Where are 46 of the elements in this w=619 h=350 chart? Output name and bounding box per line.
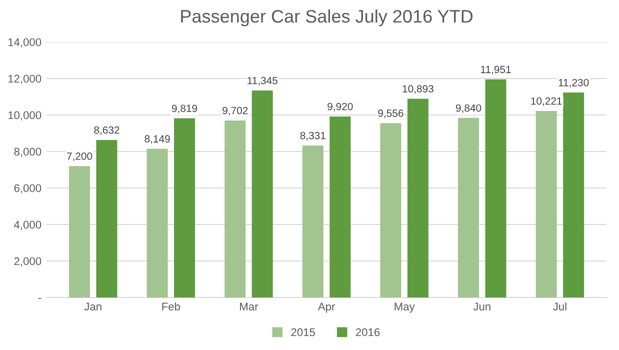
y-tick-label: 8,000 (14, 148, 42, 157)
y-tick-label: - (38, 298, 42, 300)
data-label: 8,331 (300, 132, 326, 140)
bar (68, 166, 90, 298)
data-label: 11,345 (248, 76, 278, 86)
bar (485, 79, 506, 298)
data-label: 8,149 (144, 135, 170, 144)
data-label: 10,893 (402, 85, 434, 94)
bar (252, 90, 273, 298)
legend-label: 2016 (356, 328, 380, 336)
data-label: 10,221 (531, 97, 562, 106)
bar (224, 120, 246, 298)
x-tick-label: May (394, 302, 415, 313)
bar (458, 118, 480, 298)
x-tick-label: Mar (240, 302, 258, 311)
bar (407, 98, 428, 298)
x-tick-label: Apr (318, 302, 335, 313)
x-tick-label: Jun (473, 302, 490, 311)
legend-label: 2015 (291, 328, 315, 336)
y-tick-label: 14,000 (8, 38, 42, 48)
data-label: 9,840 (456, 104, 482, 113)
bar (563, 92, 584, 298)
y-tick-label: 2,000 (14, 257, 42, 266)
data-label: 9,819 (172, 104, 198, 114)
bar (380, 123, 402, 298)
data-label: 7,200 (66, 152, 92, 162)
x-tick-label: Jan (84, 302, 102, 311)
y-tick-label: 10,000 (8, 111, 42, 120)
bar (330, 116, 351, 298)
data-label: 8,632 (94, 126, 120, 135)
bar (174, 118, 196, 298)
bar (96, 140, 118, 298)
chart-title: Passenger Car Sales July 2016 YTD (181, 9, 473, 26)
bar (536, 110, 557, 298)
y-tick-label: 12,000 (8, 74, 42, 84)
y-tick-label: 4,000 (14, 220, 42, 230)
data-label: 9,702 (222, 106, 248, 116)
data-label: 9,556 (378, 110, 404, 118)
data-label: 11,951 (481, 66, 511, 74)
bar (146, 148, 168, 298)
x-tick-label: Feb (162, 302, 180, 311)
data-label: 9,920 (328, 102, 353, 112)
data-label: 11,230 (558, 78, 589, 88)
x-tick-label: Jul (553, 302, 566, 311)
bar (302, 145, 324, 298)
y-tick-label: 6,000 (14, 184, 42, 194)
